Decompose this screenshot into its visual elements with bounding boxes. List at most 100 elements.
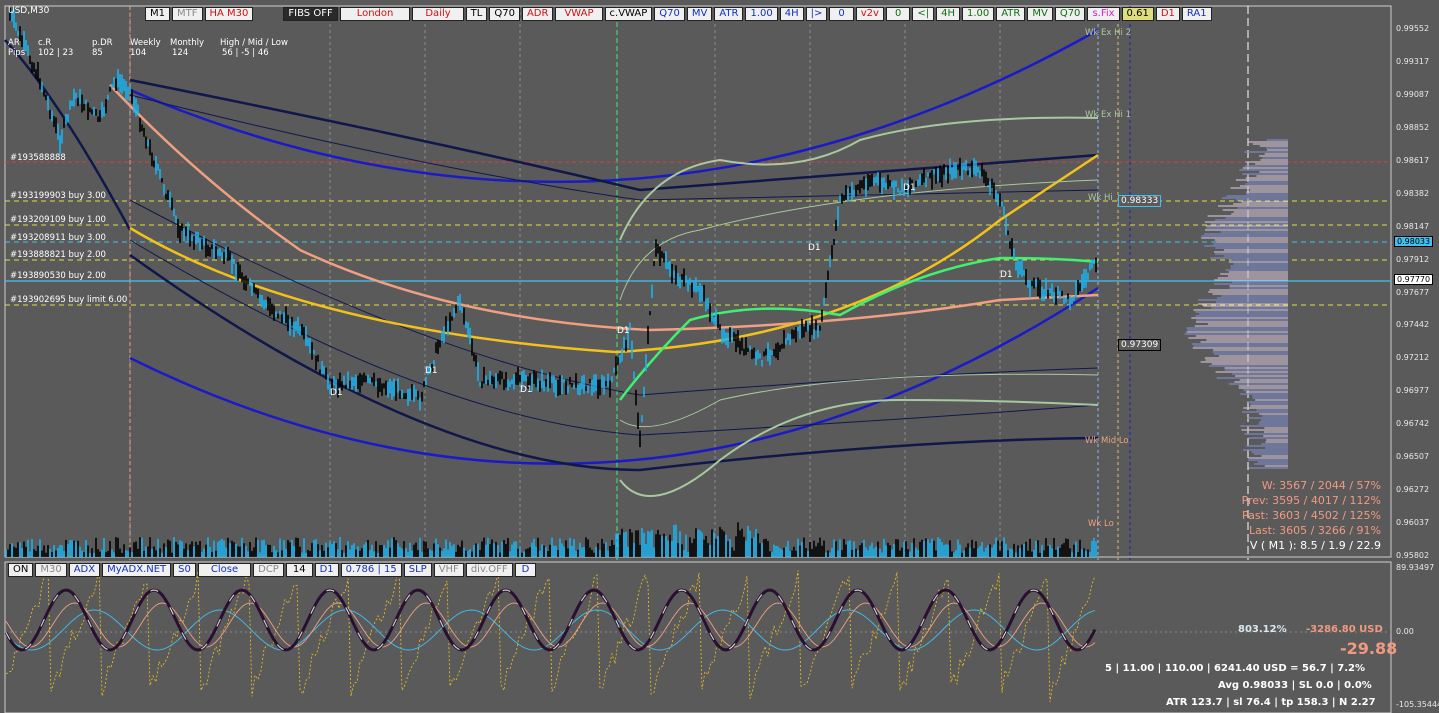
- sub-tb-d[interactable]: D: [514, 563, 537, 577]
- tb-play[interactable]: |>: [805, 7, 828, 21]
- account-line1: 5 | 11.00 | 110.00 | 6241.40 USD = 56.7 …: [1105, 663, 1366, 674]
- tb-tl[interactable]: TL: [465, 7, 488, 21]
- sub-tb-vhf[interactable]: VHF: [433, 563, 464, 577]
- sub-tb-m30[interactable]: M30: [35, 563, 67, 577]
- sub-axis-top: 89.93497: [1396, 563, 1435, 572]
- order-label[interactable]: #193209109 buy 1.00: [10, 215, 106, 225]
- adx-subchart[interactable]: [0, 560, 1439, 713]
- sub-tb-div-off[interactable]: div.OFF: [465, 563, 513, 577]
- tb-fibs-off[interactable]: FIBS OFF: [283, 7, 338, 21]
- svg-text:D1: D1: [520, 385, 533, 395]
- order-label[interactable]: #193888821 buy 2.00: [10, 250, 106, 260]
- account-line2: Avg 0.98033 | SL 0.0 | 0.0%: [1218, 680, 1372, 691]
- wk-hi-label: Wk Hi: [1088, 193, 1113, 203]
- tb-sfix[interactable]: s.Fix: [1087, 7, 1120, 21]
- tb-q70-3[interactable]: Q70: [1054, 7, 1086, 21]
- sub-tb-d1[interactable]: D1: [314, 563, 339, 577]
- current-price-box-blue: 0.98033: [1394, 236, 1434, 247]
- tb-mv-2[interactable]: MV: [1027, 7, 1053, 21]
- tb-v2v[interactable]: v2v: [855, 7, 884, 21]
- price-axis-label: 0.97912: [1396, 254, 1430, 264]
- price-box-1: 0.98333: [1118, 195, 1162, 207]
- wk-mid-lo-label: Wk Mid Lo: [1085, 436, 1129, 446]
- tb-1-00[interactable]: 1.00: [745, 7, 778, 21]
- account-pl: -3286.80 USD: [1306, 624, 1383, 635]
- price-box-2: 0.97309: [1118, 339, 1162, 351]
- current-price-box-white: 0.97770: [1394, 274, 1434, 285]
- stat-val-ar-cr: 102 | 23: [38, 48, 74, 58]
- sub-tb-slp[interactable]: SLP: [403, 563, 432, 577]
- price-axis-label: 0.97677: [1396, 287, 1430, 297]
- sub-tb-14[interactable]: 14: [285, 563, 313, 577]
- tb-q70-2[interactable]: Q70: [654, 7, 685, 21]
- order-label[interactable]: #193902695 buy limit 6.00: [10, 295, 128, 305]
- tb-4h-2[interactable]: 4H: [936, 7, 960, 21]
- sub-tb-dcp[interactable]: DCP: [253, 563, 284, 577]
- price-axis-label: 0.95802: [1396, 551, 1430, 560]
- tb-back[interactable]: <|: [912, 7, 935, 21]
- price-axis-label: 0.96742: [1396, 419, 1430, 429]
- tb-1-00-2[interactable]: 1.00: [961, 7, 995, 21]
- tb-m1[interactable]: M1: [145, 7, 170, 21]
- svg-text:D1: D1: [808, 243, 821, 253]
- osc-line-dark: [4, 588, 1097, 652]
- order-label[interactable]: #193208911 buy 3.00: [10, 233, 106, 243]
- sub-axis-zero: 0.00: [1396, 627, 1414, 636]
- tb-cvwap[interactable]: c.VWAP: [604, 7, 653, 21]
- main-price-chart[interactable]: D1 D1 D1 D1 D1 D1 D1: [0, 0, 1439, 560]
- price-axis-label: 0.99552: [1396, 24, 1430, 33]
- hidden-order-label: #193588888: [10, 153, 66, 163]
- svg-text:D1: D1: [330, 388, 343, 398]
- price-axis-label: 0.96272: [1396, 485, 1430, 495]
- sub-tb-0786[interactable]: 0.786 | 15: [340, 563, 402, 577]
- price-axis-label: 0.99317: [1396, 56, 1430, 66]
- stat-header-hml: High / Mid / Low: [220, 38, 288, 48]
- tb-ha-m30[interactable]: HA M30: [204, 7, 254, 21]
- stat-val-pdr: 85: [92, 48, 103, 58]
- tb-ra1[interactable]: RA1: [1181, 7, 1212, 21]
- svg-text:D1: D1: [617, 326, 630, 336]
- tb-q70[interactable]: Q70: [489, 7, 520, 21]
- sub-tb-s0[interactable]: S0: [173, 563, 196, 577]
- account-pips: -29.88: [1340, 639, 1398, 658]
- tb-mv[interactable]: MV: [686, 7, 713, 21]
- stat-header-pdr: p.DR: [92, 38, 113, 48]
- tb-4h[interactable]: 4H: [779, 7, 804, 21]
- tb-zero-2[interactable]: 0: [885, 7, 911, 21]
- sub-tb-on[interactable]: ON: [8, 563, 34, 577]
- tb-atr[interactable]: ATR: [714, 7, 744, 21]
- sub-tb-myadx[interactable]: MyADX.NET: [102, 563, 172, 577]
- svg-text:D1: D1: [425, 366, 438, 376]
- perf-line: Last: 3605 / 3266 / 91%: [1249, 524, 1381, 537]
- sub-tb-adx[interactable]: ADX: [68, 563, 101, 577]
- tb-vwap[interactable]: VWAP: [555, 7, 603, 21]
- order-label[interactable]: #193890530 buy 2.00: [10, 271, 106, 281]
- tb-london[interactable]: London: [339, 7, 411, 21]
- sub-axis-bottom: -105.35444: [1396, 700, 1439, 709]
- price-axis-label: 0.98147: [1396, 221, 1430, 231]
- tb-zero[interactable]: 0: [829, 7, 854, 21]
- tb-061[interactable]: 0.61: [1121, 7, 1154, 21]
- perf-line: Prev: 3595 / 4017 / 112%: [1241, 494, 1381, 507]
- chart-symbol: USD,M30: [8, 6, 50, 16]
- stat-header-cr: c.R: [38, 38, 52, 48]
- svg-text:D1: D1: [903, 183, 916, 193]
- price-axis-label: 0.97442: [1396, 320, 1430, 330]
- price-axis-label: 0.99087: [1396, 89, 1430, 99]
- stat-header-monthly: Monthly: [170, 38, 205, 48]
- tb-atr-2[interactable]: ATR: [996, 7, 1026, 21]
- top-toolbar: M1 MTF HA M30 FIBS OFF London Daily TL Q…: [145, 7, 1212, 21]
- tb-adr[interactable]: ADR: [521, 7, 554, 21]
- price-axis-label: 0.96977: [1396, 386, 1430, 396]
- sub-tb-close[interactable]: Close: [197, 563, 252, 577]
- svg-text:D1: D1: [1000, 270, 1013, 280]
- tb-daily[interactable]: Daily: [412, 7, 464, 21]
- tb-d1[interactable]: D1: [1155, 7, 1180, 21]
- tb-mtf[interactable]: MTF: [172, 7, 203, 21]
- account-line3: ATR 123.7 | sl 76.4 | tp 158.3 | N 2.27: [1166, 697, 1376, 708]
- stat-val-monthly: 124: [172, 48, 189, 58]
- price-axis-label: 0.97212: [1396, 353, 1430, 363]
- order-label[interactable]: #193199903 buy 3.00: [10, 191, 106, 201]
- osc-line-salmon: [5, 602, 1096, 648]
- price-axis-label: 0.96037: [1396, 518, 1430, 528]
